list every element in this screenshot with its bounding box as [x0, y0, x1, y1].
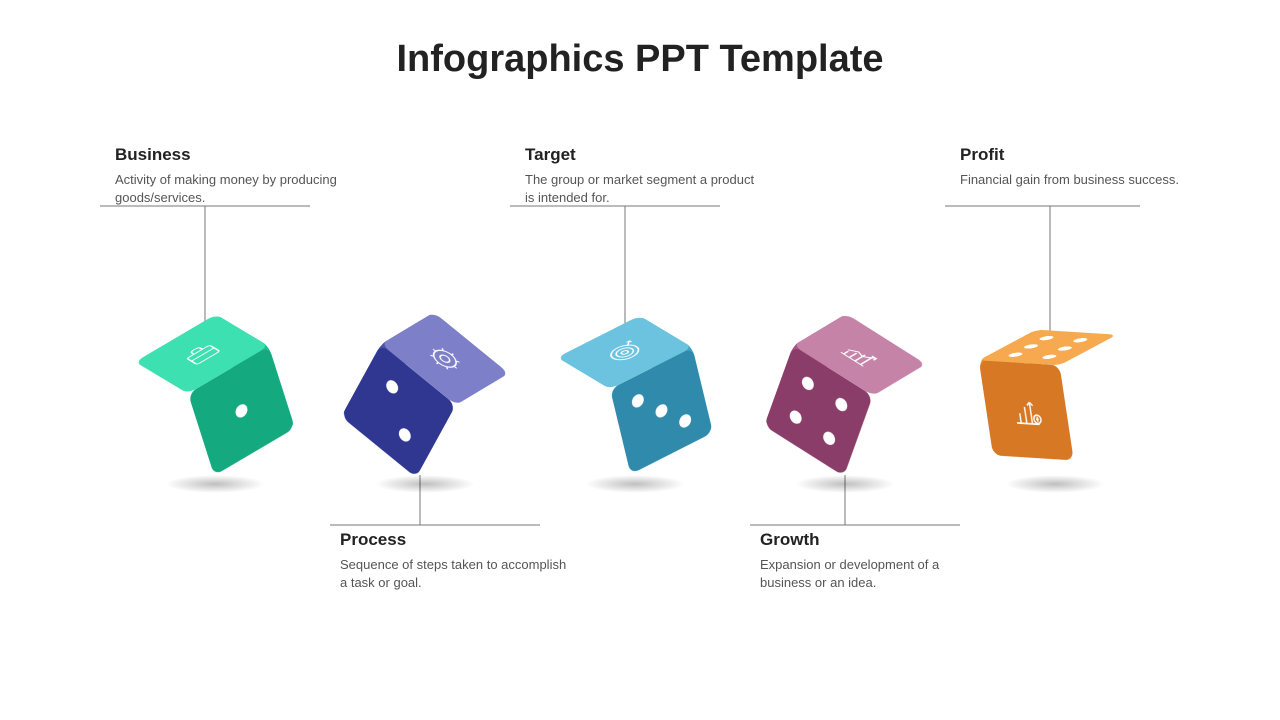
dice-profit [970, 310, 1140, 480]
dice-business [130, 310, 300, 480]
growth-chart-icon [832, 338, 888, 372]
label-process: Process [340, 530, 570, 550]
label-business: Business [115, 145, 345, 165]
annotation-business: Business Activity of making money by pro… [115, 145, 345, 206]
dice-process [340, 310, 510, 480]
desc-process: Sequence of steps taken to accomplish a … [340, 556, 570, 591]
infographic-canvas: Business Activity of making money by pro… [0, 130, 1280, 690]
desc-target: The group or market segment a product is… [525, 171, 755, 206]
dice-profit-top [979, 330, 1117, 366]
briefcase-icon [174, 337, 230, 370]
dice-growth [760, 310, 930, 480]
annotation-process: Process Sequence of steps taken to accom… [340, 530, 570, 591]
dice-profit-front [979, 360, 1074, 460]
label-target: Target [525, 145, 755, 165]
target-icon [596, 337, 653, 368]
page-title: Infographics PPT Template [0, 0, 1280, 81]
dice-target [550, 310, 720, 480]
desc-business: Activity of making money by producing go… [115, 171, 345, 206]
annotation-growth: Growth Expansion or development of a bus… [760, 530, 990, 591]
annotation-target: Target The group or market segment a pro… [525, 145, 755, 206]
desc-profit: Financial gain from business success. [960, 171, 1190, 189]
label-profit: Profit [960, 145, 1190, 165]
gear-icon [418, 339, 472, 378]
profit-chart-icon [1006, 389, 1046, 431]
label-growth: Growth [760, 530, 990, 550]
desc-growth: Expansion or development of a business o… [760, 556, 990, 591]
annotation-profit: Profit Financial gain from business succ… [960, 145, 1190, 189]
